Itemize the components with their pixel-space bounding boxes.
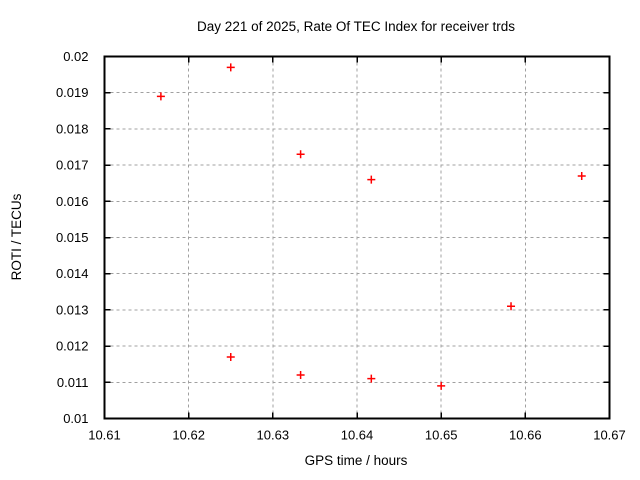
y-tick-label: 0.016 xyxy=(56,194,89,209)
data-point-marker xyxy=(226,352,235,361)
data-point-marker xyxy=(296,371,305,380)
x-tick-label: 10.67 xyxy=(593,428,626,443)
plot-border xyxy=(103,55,611,420)
y-tick-label: 0.015 xyxy=(56,230,89,245)
data-point-marker xyxy=(507,302,516,311)
grid-layer xyxy=(104,56,610,419)
x-tick-label: 10.63 xyxy=(257,428,290,443)
y-tick-label: 0.013 xyxy=(56,302,89,317)
y-axis-label: ROTI / TECUs xyxy=(9,193,24,280)
y-tick-label: 0.01 xyxy=(63,411,88,426)
data-point-marker xyxy=(226,63,235,72)
data-points-layer xyxy=(156,63,586,390)
x-axis-label: GPS time / hours xyxy=(305,453,408,468)
y-tick-label: 0.017 xyxy=(56,158,89,173)
x-tick-label: 10.61 xyxy=(88,428,121,443)
y-tick-label: 0.019 xyxy=(56,85,89,100)
data-point-marker xyxy=(367,175,376,184)
y-tick-label: 0.011 xyxy=(57,375,89,390)
x-tick-label: 10.62 xyxy=(172,428,205,443)
x-tick-label: 10.64 xyxy=(341,428,374,443)
y-tick-label: 0.018 xyxy=(56,121,89,136)
axis-layer: 10.61 10.62 10.63 10.64 10.65 10.66 10.67 0.01 0… xyxy=(56,49,626,443)
chart-title: Day 221 of 2025, Rate Of TEC Index for r… xyxy=(197,19,515,34)
data-point-marker xyxy=(296,150,305,159)
data-point-marker xyxy=(156,92,165,101)
y-tick-label: 0.014 xyxy=(56,266,89,281)
data-point-marker xyxy=(437,381,446,390)
data-point-marker xyxy=(577,171,586,180)
y-tick-label: 0.02 xyxy=(63,49,88,64)
y-tick-label: 0.012 xyxy=(56,339,89,354)
x-tick-label: 10.66 xyxy=(509,428,542,443)
x-tick-label: 10.65 xyxy=(425,428,458,443)
data-point-marker xyxy=(367,374,376,383)
